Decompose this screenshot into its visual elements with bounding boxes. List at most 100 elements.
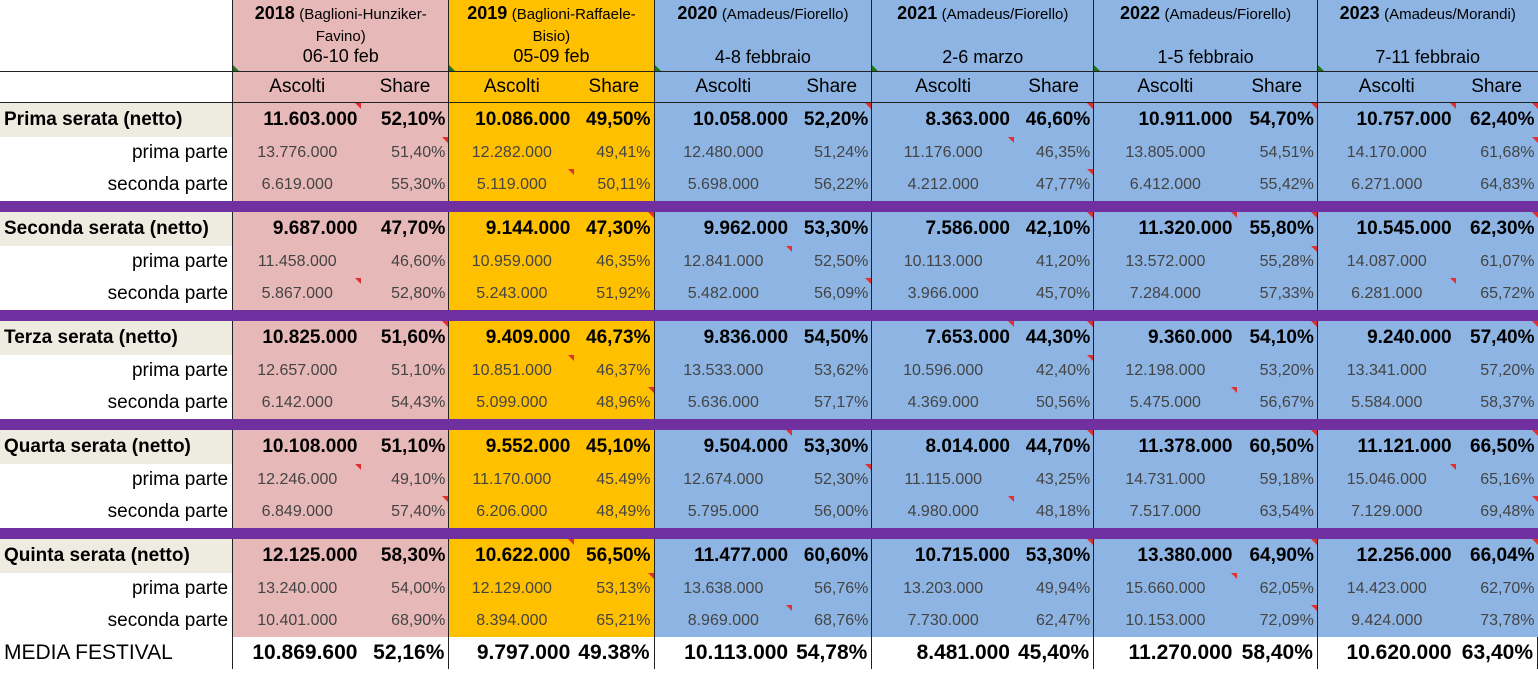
row-label: prima parte bbox=[0, 463, 233, 496]
share-cell: 46,60% bbox=[1014, 102, 1094, 137]
ascolti-cell: 10.825.000 bbox=[232, 320, 362, 355]
ascolti-cell: 6.412.000 bbox=[1093, 168, 1237, 201]
ascolti-cell: 9.836.000 bbox=[653, 320, 793, 355]
ascolti-cell: 7.586.000 bbox=[871, 211, 1014, 246]
ascolti-cell: 9.144.000 bbox=[448, 211, 575, 246]
ascolti-cell: 12.480.000 bbox=[653, 136, 793, 169]
share-cell: 47,70% bbox=[361, 211, 449, 246]
ascolti-cell: 11.458.000 bbox=[232, 245, 362, 278]
hosts-label: (Baglioni-Hunziker-Favino) bbox=[299, 6, 427, 45]
share-cell: 49,94% bbox=[1014, 572, 1094, 605]
media-festival-row: MEDIA FESTIVAL 10.869.600 52,16% 9.797.000 4… bbox=[0, 636, 1538, 669]
share-cell: 58,30% bbox=[361, 538, 449, 573]
row-label: seconda parte bbox=[0, 168, 233, 201]
media-share-cell: 49.38% bbox=[574, 636, 655, 669]
row-label: Quarta serata (netto) bbox=[0, 429, 233, 464]
header-corner-2 bbox=[0, 71, 233, 103]
media-ascolti-cell: 10.620.000 bbox=[1316, 636, 1456, 669]
media-ascolti-cell: 9.797.000 bbox=[448, 636, 575, 669]
row-label: Terza serata (netto) bbox=[0, 320, 233, 355]
share-cell: 55,30% bbox=[361, 168, 449, 201]
media-ascolti-cell: 10.869.600 bbox=[232, 636, 362, 669]
share-cell: 53,30% bbox=[792, 429, 872, 464]
ascolti-cell: 12.198.000 bbox=[1093, 354, 1237, 387]
ascolti-cell: 11.603.000 bbox=[232, 102, 362, 137]
hosts-label: (Amadeus/Fiorello) bbox=[941, 6, 1069, 23]
ascolti-cell: 10.757.000 bbox=[1316, 102, 1456, 137]
share-cell: 44,70% bbox=[1014, 429, 1094, 464]
share-cell: 57,17% bbox=[792, 386, 872, 419]
share-cell: 52,50% bbox=[792, 245, 872, 278]
media-share-cell: 54,78% bbox=[792, 636, 873, 669]
ascolti-cell: 5.698.000 bbox=[653, 168, 793, 201]
ascolti-cell: 12.129.000 bbox=[448, 572, 575, 605]
ascolti-cell: 8.969.000 bbox=[653, 604, 793, 637]
share-cell: 66,50% bbox=[1455, 429, 1538, 464]
col-share-header: Share bbox=[574, 71, 654, 103]
ascolti-cell: 14.423.000 bbox=[1316, 572, 1456, 605]
share-cell: 65,21% bbox=[574, 604, 654, 637]
share-cell: 42,10% bbox=[1014, 211, 1094, 246]
ascolti-cell: 3.966.000 bbox=[871, 277, 1014, 310]
ascolti-cell: 11.477.000 bbox=[653, 538, 793, 573]
media-share-cell: 63,40% bbox=[1455, 636, 1538, 669]
ascolti-cell: 13.805.000 bbox=[1093, 136, 1237, 169]
share-cell: 50,11% bbox=[574, 168, 654, 201]
ascolti-cell: 4.212.000 bbox=[871, 168, 1014, 201]
share-cell: 48,49% bbox=[574, 495, 654, 528]
dates-label: 7-11 febbraio bbox=[1375, 47, 1481, 67]
serata-row: Prima serata (netto) 11.603.000 52,10% 10.0… bbox=[0, 102, 1538, 137]
row-label: prima parte bbox=[0, 572, 233, 605]
share-cell: 51,10% bbox=[361, 354, 449, 387]
share-cell: 51,10% bbox=[361, 429, 449, 464]
separator-row bbox=[0, 200, 1538, 212]
col-ascolti-header: Ascolti bbox=[1093, 71, 1237, 103]
share-cell: 47,77% bbox=[1014, 168, 1094, 201]
separator-row bbox=[0, 309, 1538, 321]
dates-label: 06-10 feb bbox=[302, 46, 379, 66]
ascolti-cell: 9.240.000 bbox=[1316, 320, 1456, 355]
row-label: prima parte bbox=[0, 136, 233, 169]
ascolti-cell: 9.424.000 bbox=[1316, 604, 1456, 637]
share-cell: 52,10% bbox=[361, 102, 449, 137]
ascolti-cell: 10.959.000 bbox=[448, 245, 575, 278]
ascolti-cell: 12.125.000 bbox=[232, 538, 362, 573]
share-cell: 60,60% bbox=[792, 538, 872, 573]
ascolti-cell: 10.113.000 bbox=[871, 245, 1014, 278]
row-label: seconda parte bbox=[0, 277, 233, 310]
share-cell: 64,90% bbox=[1236, 538, 1318, 573]
year-header-2022: 2022 (Amadeus/Fiorello) 1-5 febbraio bbox=[1093, 0, 1318, 72]
share-cell: 56,22% bbox=[792, 168, 872, 201]
share-cell: 46,60% bbox=[361, 245, 449, 278]
year-title: 2019 (Baglioni-Raffaele-Bisio) bbox=[451, 2, 651, 46]
share-cell: 46,37% bbox=[574, 354, 654, 387]
sanremo-ratings-table: 2018 (Baglioni-Hunziker-Favino) 06-10 feb… bbox=[0, 0, 1538, 669]
purple-separator bbox=[0, 418, 1538, 430]
ascolti-cell: 6.281.000 bbox=[1316, 277, 1456, 310]
share-cell: 72,09% bbox=[1236, 604, 1318, 637]
header-row-columns: Ascolti Share Ascolti Share Ascolti Share Asco… bbox=[0, 71, 1538, 103]
ascolti-cell: 10.108.000 bbox=[232, 429, 362, 464]
ascolti-cell: 6.142.000 bbox=[232, 386, 362, 419]
share-cell: 51,92% bbox=[574, 277, 654, 310]
separator-row bbox=[0, 527, 1538, 539]
ascolti-cell: 14.731.000 bbox=[1093, 463, 1237, 496]
col-ascolti-header: Ascolti bbox=[1316, 71, 1456, 103]
share-cell: 51,24% bbox=[792, 136, 872, 169]
share-cell: 53,30% bbox=[792, 211, 872, 246]
ascolti-cell: 14.087.000 bbox=[1316, 245, 1456, 278]
year-label: 2020 bbox=[677, 3, 718, 23]
ascolti-cell: 5.482.000 bbox=[653, 277, 793, 310]
share-cell: 50,56% bbox=[1014, 386, 1094, 419]
year-header-2019: 2019 (Baglioni-Raffaele-Bisio) 05-09 feb bbox=[448, 0, 654, 72]
ascolti-cell: 7.284.000 bbox=[1093, 277, 1237, 310]
share-cell: 54,70% bbox=[1236, 102, 1318, 137]
share-cell: 57,33% bbox=[1236, 277, 1318, 310]
ascolti-cell: 6.619.000 bbox=[232, 168, 362, 201]
header-corner bbox=[0, 0, 233, 72]
ascolti-cell: 13.533.000 bbox=[653, 354, 793, 387]
part-row: seconda parte 6.849.000 57,40% 6.206.000 48,… bbox=[0, 495, 1538, 528]
part-row: seconda parte 6.142.000 54,43% 5.099.000 48,… bbox=[0, 386, 1538, 419]
col-ascolti-header: Ascolti bbox=[653, 71, 793, 103]
